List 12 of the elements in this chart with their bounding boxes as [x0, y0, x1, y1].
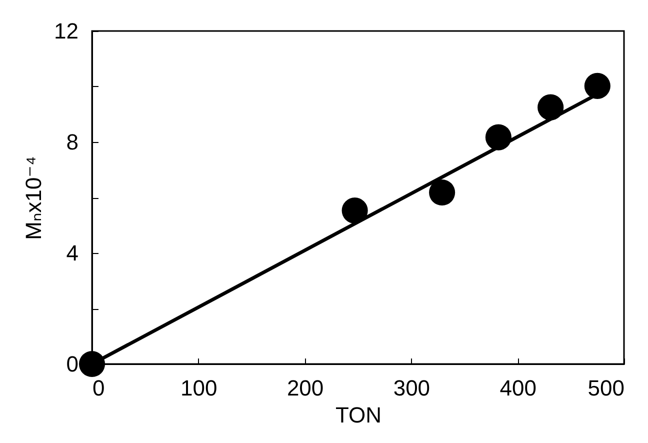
x-tick-label: 200 [286, 376, 324, 400]
y-tick-label: 8 [66, 130, 78, 154]
y-tick-label: 4 [66, 240, 78, 266]
x-tick-label: 400 [500, 376, 536, 400]
y-tick-label: 12 [54, 18, 78, 44]
x-tick-label: 500 [588, 376, 624, 400]
y-axis-title: Mₙx10⁻⁴ [21, 156, 46, 240]
x-tick-label: 300 [393, 376, 430, 400]
y-tick-label: 0 [66, 352, 78, 376]
x-tick-label: 0 [92, 376, 105, 400]
x-axis-title: TON [335, 402, 382, 428]
x-tick-label: 100 [180, 376, 218, 400]
